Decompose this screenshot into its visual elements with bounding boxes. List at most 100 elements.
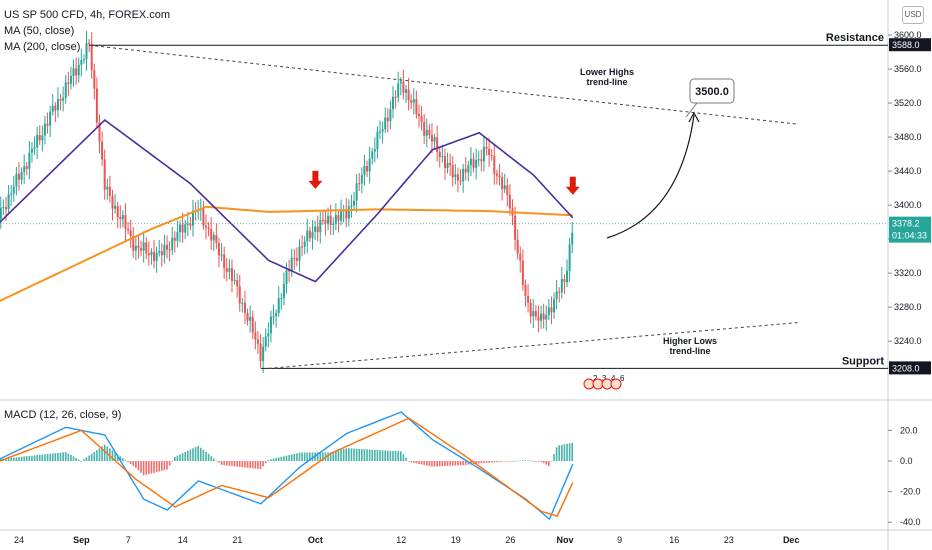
candle-body xyxy=(114,205,117,209)
candle-body xyxy=(308,230,311,239)
candle-body xyxy=(389,109,392,122)
candle xyxy=(410,93,413,110)
macd-histogram-bar xyxy=(259,461,262,470)
candle xyxy=(116,201,119,229)
candle-body xyxy=(376,131,379,150)
candle-body xyxy=(145,242,148,254)
level-badge-bg xyxy=(889,38,931,52)
candle xyxy=(545,305,548,331)
candle-body xyxy=(241,302,244,304)
macd-histogram-bar xyxy=(67,453,70,461)
ma200-legend[interactable]: MA (200, close) xyxy=(4,41,81,53)
macd-histogram-bar xyxy=(355,448,358,461)
candle xyxy=(402,69,405,100)
macd-histogram-bar xyxy=(433,461,436,467)
candle-body xyxy=(168,249,171,251)
candle xyxy=(386,108,389,133)
macd-histogram-bar xyxy=(137,461,140,471)
candle xyxy=(33,136,36,156)
macd-histogram-bar xyxy=(566,443,568,461)
candle xyxy=(153,240,156,269)
time-axis-label: 21 xyxy=(232,535,242,545)
candle-body xyxy=(184,224,187,233)
macd-histogram-bar xyxy=(477,461,480,464)
candle xyxy=(67,71,70,96)
currency-badge[interactable]: USD xyxy=(902,6,924,24)
price-axis-label: 3400.0 xyxy=(894,200,922,210)
candle xyxy=(571,222,574,254)
target-box xyxy=(689,78,735,104)
price-axis-label: 3280.0 xyxy=(894,302,922,312)
macd-histogram-bar xyxy=(181,453,184,461)
level-badge: 3588.0 xyxy=(892,40,920,50)
candle xyxy=(529,299,532,324)
candle xyxy=(337,210,340,233)
macd-histogram-bar xyxy=(262,461,264,467)
candle xyxy=(20,167,23,185)
macd-histogram-bar xyxy=(25,456,28,461)
candle xyxy=(90,32,93,79)
candle xyxy=(436,125,439,162)
candle xyxy=(449,153,452,176)
macd-histogram-bar xyxy=(296,453,298,461)
candle-body xyxy=(363,166,366,175)
level-label: Resistance xyxy=(826,32,884,44)
candle xyxy=(215,223,218,249)
candle-body xyxy=(527,295,530,303)
candle xyxy=(316,215,319,242)
candle-body xyxy=(77,64,80,76)
macd-histogram-bar xyxy=(77,459,80,461)
macd-histogram-bar xyxy=(483,461,485,464)
candle xyxy=(275,309,278,328)
macd-axis-label: -40.0 xyxy=(900,517,921,527)
candle-body xyxy=(547,307,550,316)
macd-histogram-bar xyxy=(93,451,96,461)
candle xyxy=(264,328,267,352)
candle-body xyxy=(394,96,397,98)
candle xyxy=(267,322,270,348)
macd-histogram-bar xyxy=(568,443,571,461)
trend-line xyxy=(268,321,800,369)
candle-body xyxy=(207,227,210,229)
candle xyxy=(433,133,436,149)
macd-histogram-bar xyxy=(553,454,555,461)
macd-histogram-bar xyxy=(449,461,451,466)
macd-histogram-bar xyxy=(522,460,524,461)
macd-histogram-bar xyxy=(176,455,179,461)
candle xyxy=(514,206,517,251)
macd-histogram-bar xyxy=(244,461,246,468)
macd-histogram-bar xyxy=(410,461,412,463)
candle xyxy=(521,249,524,291)
macd-histogram-bar xyxy=(197,445,199,461)
candle-body xyxy=(269,316,272,334)
candle xyxy=(555,279,558,310)
macd-histogram-bar xyxy=(532,460,535,462)
macd-histogram-bar xyxy=(171,461,174,462)
candle-body xyxy=(542,313,545,320)
candle-body xyxy=(166,244,169,250)
candle-body xyxy=(251,317,254,333)
macd-histogram-bar xyxy=(444,461,446,467)
candle-body xyxy=(137,245,140,249)
macd-histogram-bar xyxy=(428,461,431,467)
macd-histogram-bar xyxy=(340,449,342,461)
time-axis-label: 7 xyxy=(126,535,131,545)
candle-body xyxy=(459,180,462,182)
candle-body xyxy=(327,215,330,224)
candle xyxy=(503,173,506,194)
candle-body xyxy=(256,339,259,344)
candle-body xyxy=(566,270,569,283)
candle xyxy=(145,237,148,260)
candle-body xyxy=(563,279,566,283)
candle-body xyxy=(171,237,174,251)
candle-body xyxy=(25,166,28,169)
candle xyxy=(350,194,353,218)
ma50-legend[interactable]: MA (50, close) xyxy=(4,25,75,37)
candle-body xyxy=(41,135,44,141)
target-pointer xyxy=(685,102,698,118)
candle xyxy=(272,304,275,325)
candle xyxy=(72,59,75,87)
candle xyxy=(321,209,324,225)
candle xyxy=(332,217,335,236)
